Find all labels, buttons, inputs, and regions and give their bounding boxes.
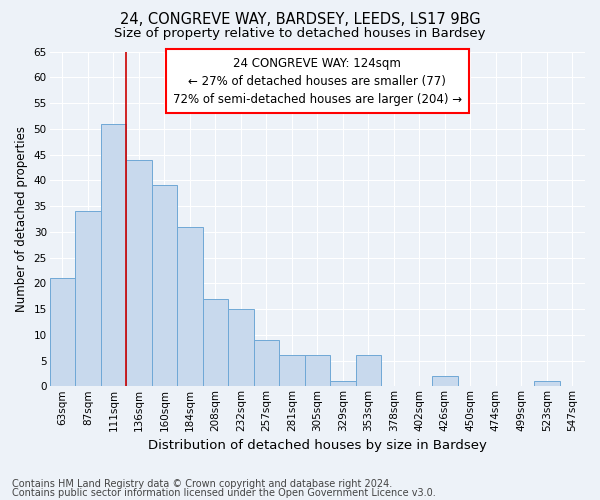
Bar [279,356,305,386]
Bar [126,160,152,386]
Bar [254,340,279,386]
Text: 24 CONGREVE WAY: 124sqm
← 27% of detached houses are smaller (77)
72% of semi-de: 24 CONGREVE WAY: 124sqm ← 27% of detache… [173,56,462,106]
Y-axis label: Number of detached properties: Number of detached properties [15,126,28,312]
Bar [305,356,330,386]
Bar [101,124,126,386]
Bar [203,298,228,386]
Bar [432,376,458,386]
Bar [330,381,356,386]
Bar [356,356,381,386]
Bar [75,211,101,386]
Bar [228,309,254,386]
Text: Contains public sector information licensed under the Open Government Licence v3: Contains public sector information licen… [12,488,436,498]
Bar [152,186,177,386]
Text: Size of property relative to detached houses in Bardsey: Size of property relative to detached ho… [114,28,486,40]
Bar [534,381,560,386]
Text: Contains HM Land Registry data © Crown copyright and database right 2024.: Contains HM Land Registry data © Crown c… [12,479,392,489]
X-axis label: Distribution of detached houses by size in Bardsey: Distribution of detached houses by size … [148,440,487,452]
Bar [177,226,203,386]
Text: 24, CONGREVE WAY, BARDSEY, LEEDS, LS17 9BG: 24, CONGREVE WAY, BARDSEY, LEEDS, LS17 9… [119,12,481,28]
Bar [50,278,75,386]
